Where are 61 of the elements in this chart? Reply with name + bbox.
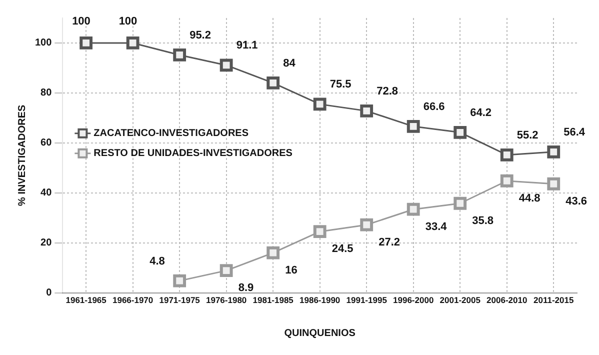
- x-tick-label: 1971-1975: [159, 295, 200, 306]
- point: [406, 202, 420, 216]
- x-tick-label: 1961-1965: [66, 295, 107, 306]
- legend-label: RESTO DE UNIDADES-INVESTIGADORES: [94, 148, 293, 160]
- point: [266, 76, 280, 90]
- point: [500, 148, 514, 162]
- data-label: 66.6: [423, 100, 445, 113]
- x-axis-title: QUINQUENIOS: [284, 328, 356, 339]
- x-tick-label: 2011-2015: [534, 295, 574, 306]
- x-tick-label: 1976-1980: [206, 295, 247, 306]
- data-label: 27.2: [378, 236, 400, 248]
- point: [313, 225, 326, 238]
- data-label: 33.4: [425, 220, 448, 233]
- y-tick-label: 40: [40, 188, 52, 199]
- data-label: 100: [118, 16, 138, 28]
- data-label: 43.6: [566, 195, 588, 208]
- data-label: 4.8: [150, 255, 165, 268]
- x-tick-label: 1991-1995: [346, 295, 388, 306]
- y-tick-label: 100: [34, 38, 52, 49]
- data-label: 44.8: [518, 192, 540, 204]
- data-label: 64.2: [470, 106, 492, 119]
- point: [406, 120, 420, 133]
- point: [547, 145, 560, 158]
- y-axis-title: % INVESTIGADORES: [16, 104, 28, 206]
- point: [313, 98, 326, 111]
- point: [126, 36, 140, 50]
- point: [454, 126, 467, 139]
- y-tick-label: 0: [46, 288, 52, 299]
- x-tick-label: 1986-1990: [300, 295, 340, 306]
- y-tick-label: 80: [40, 88, 52, 99]
- point: [80, 36, 93, 50]
- point: [500, 174, 514, 188]
- data-label: 55.2: [516, 129, 538, 142]
- x-tick-label: 2006-2010: [486, 295, 528, 306]
- point: [547, 177, 560, 190]
- data-label: 75.5: [330, 78, 352, 91]
- data-label: 84: [283, 57, 296, 70]
- point: [454, 196, 467, 210]
- data-label: 24.5: [332, 243, 354, 256]
- data-label: 56.4: [564, 126, 586, 138]
- point: [360, 218, 374, 232]
- point: [220, 264, 233, 278]
- point: [173, 48, 186, 62]
- data-label: 91.1: [236, 40, 258, 52]
- legend-label: ZACATENCO-INVESTIGADORES: [94, 128, 249, 140]
- data-label: 72.8: [376, 85, 398, 98]
- point: [266, 246, 280, 260]
- y-tick-label: 60: [40, 138, 52, 149]
- x-tick-label: 1966-1970: [112, 295, 154, 306]
- point: [360, 104, 374, 118]
- data-label: 8.9: [238, 282, 254, 294]
- data-label: 35.8: [472, 214, 494, 227]
- point: [220, 58, 233, 72]
- point: [173, 274, 186, 288]
- data-label: 95.2: [190, 30, 211, 42]
- x-tick-label: 1996-2000: [393, 295, 434, 306]
- data-label: 100: [72, 16, 90, 28]
- y-tick-label: 20: [40, 238, 52, 249]
- x-tick-label: 2001-2005: [440, 295, 481, 306]
- x-tick-label: 1981-1985: [252, 295, 294, 306]
- data-label: 16: [285, 264, 298, 276]
